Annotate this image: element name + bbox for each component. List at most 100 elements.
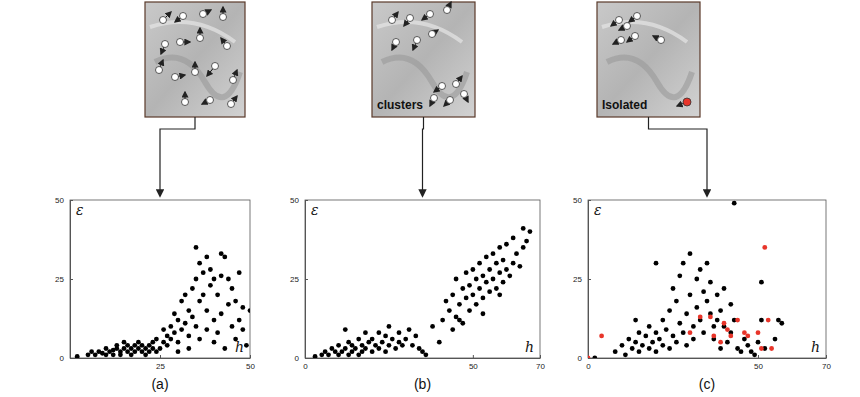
point — [650, 340, 655, 345]
plot-frame — [70, 200, 250, 358]
point — [158, 346, 163, 351]
point — [715, 318, 720, 323]
feature-point — [156, 67, 163, 74]
point — [215, 292, 220, 297]
point — [444, 299, 449, 304]
point — [147, 343, 152, 348]
tick-label: 0 — [60, 354, 65, 363]
point — [671, 286, 676, 291]
feature-point — [172, 74, 179, 81]
point — [477, 286, 482, 291]
tick: 25 — [156, 355, 165, 371]
isolated-point — [683, 98, 691, 106]
point — [756, 330, 761, 335]
point — [450, 327, 455, 332]
feature-point — [160, 17, 167, 24]
panel-caption: (b) — [414, 376, 431, 392]
point — [745, 333, 750, 338]
y-axis-title: ε — [594, 202, 602, 218]
point — [183, 321, 188, 326]
point — [681, 261, 686, 266]
feature-point — [220, 14, 227, 21]
tick-mark — [826, 355, 827, 358]
point — [773, 337, 778, 342]
tick-mark — [70, 200, 73, 201]
point — [219, 273, 224, 278]
point — [752, 352, 757, 357]
feature-point — [431, 95, 438, 102]
point — [161, 327, 166, 332]
point — [497, 270, 502, 275]
point — [684, 311, 689, 316]
point — [691, 324, 696, 329]
feature-point — [427, 11, 434, 18]
point — [497, 245, 502, 250]
feature-point — [447, 97, 454, 104]
point — [201, 270, 206, 275]
point — [756, 340, 761, 345]
point — [393, 346, 398, 351]
feature-point — [230, 77, 237, 84]
point — [477, 261, 482, 266]
tick: 50 — [469, 355, 478, 371]
point — [125, 343, 130, 348]
point — [197, 261, 202, 266]
point — [204, 254, 209, 259]
tick-mark — [588, 279, 591, 280]
point — [637, 330, 642, 335]
point — [718, 308, 723, 313]
point — [779, 321, 784, 326]
panel-caption: (a) — [151, 376, 168, 392]
feature-point — [177, 39, 184, 46]
point — [154, 337, 159, 342]
point — [186, 308, 191, 313]
point — [501, 258, 506, 263]
y-axis-title: ε — [76, 202, 84, 218]
point — [222, 254, 227, 259]
point — [150, 340, 155, 345]
point — [186, 333, 191, 338]
connector-arrow — [423, 117, 424, 196]
point — [230, 286, 235, 291]
point — [514, 251, 519, 256]
feature-point — [414, 37, 421, 44]
point — [630, 346, 635, 351]
point — [481, 273, 486, 278]
point — [237, 270, 242, 275]
point — [739, 349, 744, 354]
panel: clusters0507002550εh(b) — [290, 2, 545, 392]
point — [136, 346, 141, 351]
tick-mark — [758, 355, 759, 358]
x-axis-title: h — [525, 339, 534, 355]
feature-point — [224, 43, 231, 50]
panel-caption: (c) — [699, 376, 715, 392]
point — [457, 318, 462, 323]
feature-point — [632, 33, 639, 40]
feature-point — [228, 101, 235, 108]
point — [708, 280, 713, 285]
point — [620, 343, 625, 348]
point — [647, 324, 652, 329]
point — [204, 308, 209, 313]
point — [504, 242, 509, 247]
feature-point — [393, 39, 400, 46]
point — [494, 286, 499, 291]
point — [722, 286, 727, 291]
feature-point — [616, 17, 623, 24]
point — [387, 324, 392, 329]
point — [711, 333, 716, 338]
tick-mark — [305, 279, 308, 280]
tick-label: 50 — [55, 196, 64, 205]
point — [212, 318, 217, 323]
point — [664, 327, 669, 332]
point — [353, 346, 358, 351]
point — [464, 270, 469, 275]
tick: 25 — [290, 275, 308, 284]
feature-point — [453, 81, 460, 88]
point — [613, 349, 618, 354]
point — [694, 277, 699, 282]
point — [698, 267, 703, 272]
tick-mark — [250, 355, 251, 358]
point — [484, 254, 489, 259]
point — [524, 239, 529, 244]
